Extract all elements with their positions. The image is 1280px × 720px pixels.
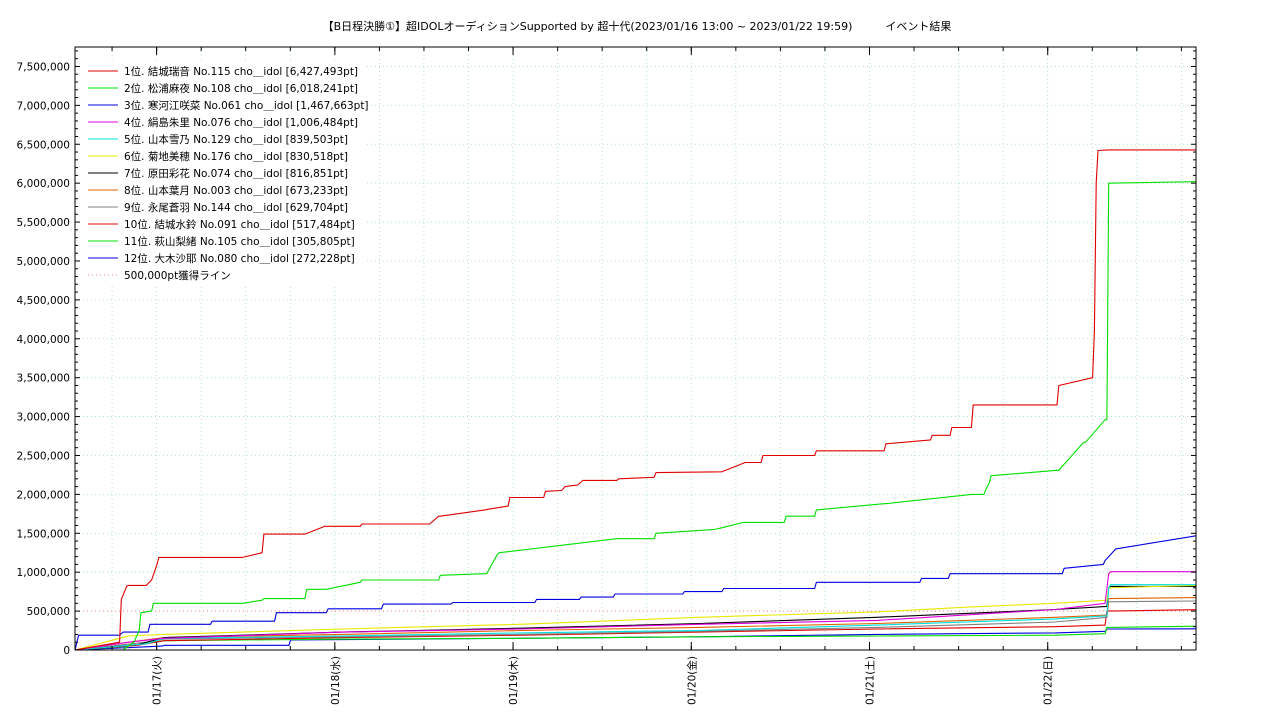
legend-entry: 3位. 寒河江咲菜 No.061 cho＿idol [1,467,663pt]	[124, 99, 369, 112]
axes: 0 500,000 1,000,000 1,500,000 2,000,000 2,500…	[17, 47, 1196, 705]
series-line-3	[74, 535, 1197, 651]
series-line-1	[74, 149, 1196, 651]
x-tick-label: 01/17(火)	[152, 656, 164, 705]
legend-entry: 12位. 大木沙耶 No.080 cho＿idol [272,228pt]	[124, 252, 355, 265]
x-tick-label: 01/21(土)	[864, 656, 877, 705]
series-line-6	[74, 584, 1197, 651]
legend-entry: 6位. 菊地美穂 No.176 cho＿idol [830,518pt]	[124, 150, 348, 163]
legend-entry: 7位. 原田彩花 No.074 cho＿idol [816,851pt]	[124, 167, 348, 180]
series-line-10	[74, 609, 1197, 651]
y-tick-label: 1,500,000	[17, 528, 70, 540]
y-tick-label: 5,000,000	[17, 256, 70, 268]
y-tick-label: 6,500,000	[17, 139, 70, 151]
legend-entry: 9位. 永尾蒼羽 No.144 cho＿idol [629,704pt]	[124, 201, 348, 214]
y-tick-label: 4,500,000	[17, 295, 70, 307]
legend-entry: 8位. 山本葉月 No.003 cho＿idol [673,233pt]	[124, 184, 348, 197]
legend-entry: 11位. 萩山梨緒 No.105 cho＿idol [305,805pt]	[124, 235, 355, 248]
y-tick-label: 4,000,000	[17, 334, 70, 346]
y-tick-label: 3,000,000	[17, 412, 70, 424]
series-line-2	[75, 181, 1197, 651]
x-tick-label: 01/22(日)	[1043, 656, 1055, 705]
series-line-5	[74, 584, 1196, 651]
series-line-4	[74, 571, 1196, 651]
plot-area-frame	[74, 46, 1197, 651]
legend-entry: 2位. 松浦麻夜 No.108 cho＿idol [6,018,241pt]	[124, 82, 358, 95]
chart-title: 【B日程決勝①】超IDOLオーディションSupported by 超十代(202…	[323, 19, 952, 33]
y-tick-label: 7,000,000	[17, 100, 70, 112]
legend-entry: 4位. 絹島朱里 No.076 cho＿idol [1,006,484pt]	[124, 116, 358, 129]
legend-entry-reference: 500,000pt獲得ライン	[124, 269, 231, 282]
y-tick-label: 5,500,000	[17, 217, 70, 229]
y-tick-label: 6,000,000	[17, 178, 70, 190]
legend: 1位. 結城瑞音 No.115 cho＿idol [6,427,493pt] 2…	[88, 65, 369, 282]
x-tick-label: 01/18(水)	[330, 656, 342, 705]
y-tick-label: 2,000,000	[17, 489, 70, 501]
legend-entry: 5位. 山本雪乃 No.129 cho＿idol [839,503pt]	[124, 133, 348, 146]
legend-entry: 1位. 結城瑞音 No.115 cho＿idol [6,427,493pt]	[124, 65, 358, 78]
series-lines	[74, 149, 1197, 651]
y-tick-label: 500,000	[27, 606, 70, 618]
y-tick-label: 0	[63, 645, 70, 657]
legend-entry: 10位. 結城水鈴 No.091 cho＿idol [517,484pt]	[124, 218, 355, 231]
y-tick-label: 1,000,000	[17, 567, 70, 579]
x-tick-label: 01/19(木)	[508, 656, 520, 705]
y-tick-label: 2,500,000	[17, 450, 70, 462]
x-tick-label: 01/20(金)	[685, 656, 698, 705]
y-tick-label: 3,500,000	[17, 373, 70, 385]
series-line-8	[74, 597, 1197, 651]
legend-box	[80, 60, 365, 286]
y-tick-label: 7,500,000	[17, 61, 70, 73]
